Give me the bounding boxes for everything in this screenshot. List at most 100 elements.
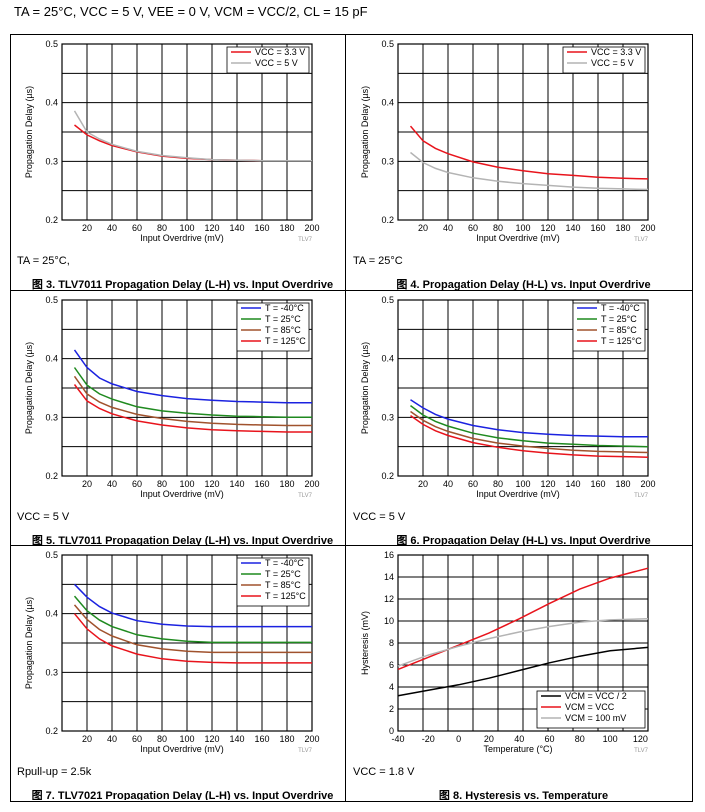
x-tick-label: 60: [468, 223, 478, 233]
series-line-vcc-5-v: [73, 110, 312, 162]
figure-caption: 图 6. Propagation Delay (H-L) vs. Input O…: [396, 534, 650, 545]
x-tick-label: 180: [279, 223, 294, 233]
y-tick-label: 0.2: [45, 215, 58, 225]
watermark-text: TLV7: [634, 748, 649, 754]
y-tick-label: 0.4: [381, 98, 394, 108]
series-line-t-125-c: [73, 384, 312, 433]
y-tick-label: 0.4: [45, 354, 58, 364]
x-tick-label: 120: [204, 734, 219, 744]
series-line-t-125-c: [73, 613, 312, 664]
figure-6-panel: 0.2 0.3 0.4 0.5 20 40 60 80 100 120 140 160 180 200 In…: [353, 295, 656, 545]
plot-frame: [397, 554, 649, 732]
x-tick-label: 100: [179, 223, 194, 233]
x-tick-label: 140: [229, 734, 244, 744]
y-tick-label: 0.3: [45, 156, 58, 166]
watermark-text: TLV7: [634, 237, 649, 243]
x-axis-label: Input Overdrive (mV): [140, 489, 224, 499]
x-tick-label: 100: [179, 734, 194, 744]
grid-divider-h2: [10, 545, 692, 546]
x-tick-label: 160: [254, 223, 269, 233]
figure-caption: 图 5. TLV7011 Propagation Delay (L-H) vs.…: [32, 534, 333, 545]
y-axis-label: Propagation Delay (µs): [360, 86, 370, 178]
figure-note: VCC = 1.8 V: [353, 766, 415, 778]
x-tick-label: 80: [157, 734, 167, 744]
figure-caption: 图 3. TLV7011 Propagation Delay (L-H) vs.…: [32, 278, 333, 290]
x-tick-label: 40: [107, 734, 117, 744]
x-tick-label: 20: [484, 734, 494, 744]
x-axis-label: Input Overdrive (mV): [140, 233, 224, 243]
series-line-vcm-100-mv: [397, 618, 649, 667]
x-tick-label: 200: [640, 223, 655, 233]
figure-caption: 图 7. TLV7021 Propagation Delay (L-H) vs.…: [32, 789, 334, 800]
y-tick-label: 0.4: [45, 98, 58, 108]
y-tick-label: 0.3: [381, 412, 394, 422]
x-axis-label: Input Overdrive (mV): [476, 233, 560, 243]
x-tick-label: 200: [640, 479, 655, 489]
x-tick-label: 20: [418, 479, 428, 489]
y-tick-label: 0: [389, 726, 394, 736]
x-tick-label: 200: [304, 734, 319, 744]
legend-label: T = -40°C: [265, 558, 304, 568]
legend-label: T = 25°C: [265, 569, 301, 579]
x-axis-label: Input Overdrive (mV): [476, 489, 560, 499]
x-tick-label: 180: [615, 479, 630, 489]
x-tick-label: 60: [468, 479, 478, 489]
x-tick-label: 80: [493, 479, 503, 489]
series-line-t-25-c: [73, 367, 312, 419]
y-tick-label: 0.2: [381, 215, 394, 225]
legend-label: T = 125°C: [265, 336, 306, 346]
legend: T = -40°CT = 25°CT = 85°CT = 125°C: [236, 302, 310, 352]
x-tick-label: 180: [615, 223, 630, 233]
y-tick-label: 0.5: [45, 39, 58, 49]
series-line-t-40-c: [73, 583, 312, 628]
figure-4-panel: 0.2 0.3 0.4 0.5 20 40 60 80 100 120 140 160 180 200 In…: [353, 39, 656, 290]
series-line-t-85-c: [73, 375, 312, 427]
series-line-vcc-3-3-v: [409, 125, 649, 180]
legend-label: T = 85°C: [265, 580, 301, 590]
x-tick-label: 60: [132, 734, 142, 744]
x-tick-label: 40: [107, 479, 117, 489]
x-tick-label: 180: [279, 479, 294, 489]
series-line-t-25-c: [410, 405, 649, 448]
x-tick-label: 200: [304, 223, 319, 233]
y-tick-label: 4: [389, 682, 394, 692]
figure-caption: 图 8. Hysteresis vs. Temperature: [439, 789, 608, 800]
x-tick-label: 120: [204, 479, 219, 489]
x-tick-label: 120: [633, 734, 648, 744]
series-line-t-40-c: [410, 399, 648, 438]
legend-label: T = 85°C: [265, 325, 301, 335]
legend-label: VCM = 100 mV: [565, 713, 626, 723]
legend-label: T = 125°C: [265, 591, 306, 601]
figure-note: Rpull-up = 2.5k: [17, 766, 92, 778]
plot-frame: [61, 43, 313, 221]
x-tick-label: 40: [107, 223, 117, 233]
plot-frame: [397, 43, 649, 221]
x-tick-label: 140: [229, 223, 244, 233]
legend-box: [536, 690, 646, 729]
x-tick-label: 80: [157, 479, 167, 489]
figure-note: VCC = 5 V: [17, 511, 70, 523]
watermark-text: TLV7: [298, 748, 313, 754]
x-tick-label: 160: [254, 734, 269, 744]
x-tick-label: 80: [157, 223, 167, 233]
figure-5-panel: 0.2 0.3 0.4 0.5 20 40 60 80 100 120 140 160 180 200 In…: [17, 295, 333, 545]
y-tick-label: 0.3: [45, 412, 58, 422]
y-tick-label: 0.2: [45, 471, 58, 481]
figure-7-panel: 0.2 0.3 0.4 0.5 20 40 60 80 100 120 140 160 180 200 In…: [17, 550, 334, 800]
y-tick-label: 0.5: [45, 295, 58, 305]
x-tick-label: 20: [82, 479, 92, 489]
legend-box: [236, 557, 310, 607]
plot-frame: [397, 299, 649, 477]
y-tick-label: 0.3: [45, 667, 58, 677]
y-tick-label: 0.4: [381, 354, 394, 364]
legend: T = -40°CT = 25°CT = 85°CT = 125°C: [236, 557, 310, 607]
x-tick-label: 20: [82, 734, 92, 744]
legend-label: VCC = 5 V: [591, 58, 634, 68]
series-line-t-85-c: [73, 604, 312, 654]
figure-grid-frame: [10, 34, 693, 802]
x-tick-label: 20: [418, 223, 428, 233]
legend-label: T = -40°C: [265, 303, 304, 313]
